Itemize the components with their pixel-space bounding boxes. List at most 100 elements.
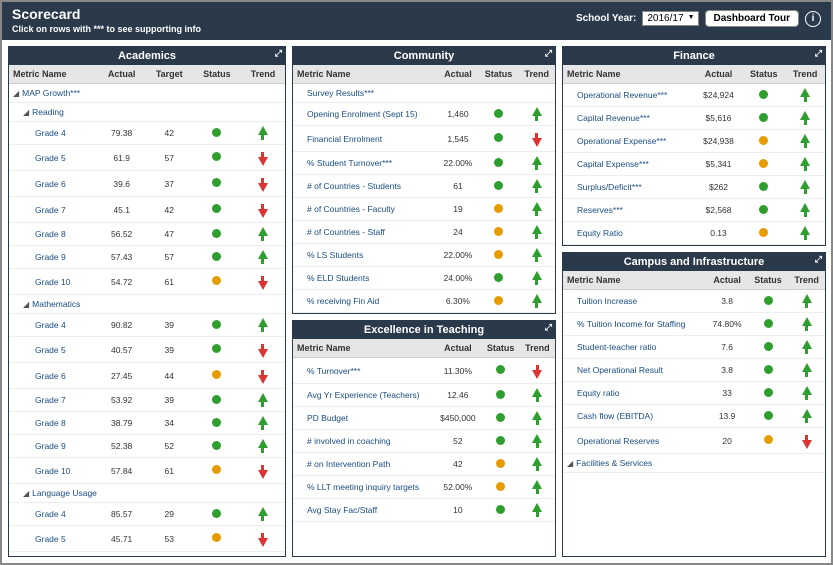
col-metric[interactable]: Metric Name bbox=[9, 65, 98, 84]
table-row[interactable]: % ELD Students24.00% bbox=[293, 267, 555, 290]
col-trend[interactable]: Trend bbox=[518, 65, 555, 84]
table-row[interactable]: Grade 545.7153 bbox=[9, 526, 285, 552]
expand-icon[interactable]: ⤢ bbox=[545, 323, 551, 332]
table-row[interactable]: % Turnover***11.30% bbox=[293, 358, 555, 384]
table-row[interactable]: # on Intervention Path42 bbox=[293, 453, 555, 476]
panel-header-finance[interactable]: Finance ⤢ bbox=[563, 47, 825, 65]
table-row[interactable]: % receiving Fin Aid6.30% bbox=[293, 290, 555, 313]
col-trend[interactable]: Trend bbox=[520, 339, 555, 358]
table-row[interactable]: Grade 490.8239 bbox=[9, 314, 285, 337]
col-target[interactable]: Target bbox=[146, 65, 193, 84]
col-status[interactable]: Status bbox=[481, 339, 519, 358]
group-row[interactable]: ◢Language Usage bbox=[9, 484, 285, 503]
table-row[interactable]: Reserves***$2,568 bbox=[563, 199, 825, 222]
group-row[interactable]: ◢MAP Growth*** bbox=[9, 84, 285, 103]
metric-actual: 27.45 bbox=[98, 363, 146, 389]
panel-header-community[interactable]: Community ⤢ bbox=[293, 47, 555, 65]
expand-icon[interactable]: ⤢ bbox=[275, 49, 281, 58]
col-trend[interactable]: Trend bbox=[788, 271, 825, 290]
table-row[interactable]: Equity Ratio0.13 bbox=[563, 222, 825, 245]
table-row[interactable]: ◢Reading bbox=[9, 103, 285, 122]
table-row[interactable]: Grade 639.637 bbox=[9, 171, 285, 197]
panel-header-teaching[interactable]: Excellence in Teaching ⤢ bbox=[293, 321, 555, 339]
table-row[interactable]: PD Budget$450,000 bbox=[293, 407, 555, 430]
group-row[interactable]: ◢Facilities & Services bbox=[563, 454, 825, 473]
table-row[interactable]: Opening Enrolment (Sept 15)1,460 bbox=[293, 103, 555, 126]
info-icon[interactable]: i bbox=[805, 11, 821, 27]
table-row[interactable]: % Tuition Income for Staffing74.80% bbox=[563, 313, 825, 336]
col-trend[interactable]: Trend bbox=[785, 65, 825, 84]
table-row[interactable]: Survey Results*** bbox=[293, 84, 555, 103]
table-row[interactable]: Grade 540.5739 bbox=[9, 337, 285, 363]
table-row[interactable]: % LS Students22.00% bbox=[293, 244, 555, 267]
col-status[interactable]: Status bbox=[742, 65, 785, 84]
col-metric[interactable]: Metric Name bbox=[563, 65, 695, 84]
table-row[interactable]: % LLT meeting inquiry targets52.00% bbox=[293, 476, 555, 499]
col-status[interactable]: Status bbox=[193, 65, 241, 84]
col-metric[interactable]: Metric Name bbox=[563, 271, 706, 290]
table-row[interactable]: Capital Expense***$5,341 bbox=[563, 153, 825, 176]
metric-actual: $5,341 bbox=[695, 153, 742, 176]
col-metric[interactable]: Metric Name bbox=[293, 65, 437, 84]
table-row[interactable]: Surplus/Deficit***$262 bbox=[563, 176, 825, 199]
metric-actual: 56.52 bbox=[98, 223, 146, 246]
table-row[interactable]: Grade 745.142 bbox=[9, 197, 285, 223]
table-row[interactable]: Grade 856.5247 bbox=[9, 223, 285, 246]
table-row[interactable]: ◢Mathematics bbox=[9, 295, 285, 314]
table-row[interactable]: Equity ratio33 bbox=[563, 382, 825, 405]
table-row[interactable]: # of Countries - Students61 bbox=[293, 175, 555, 198]
topbar-right: School Year: 2016/17 Dashboard Tour i bbox=[576, 10, 821, 27]
expand-icon[interactable]: ⤢ bbox=[545, 49, 551, 58]
table-row[interactable]: Grade 957.4357 bbox=[9, 246, 285, 269]
table-row[interactable]: Grade 952.3852 bbox=[9, 435, 285, 458]
trend-arrow bbox=[532, 271, 542, 285]
table-row[interactable]: Capital Revenue***$5,616 bbox=[563, 107, 825, 130]
col-metric[interactable]: Metric Name bbox=[293, 339, 434, 358]
table-row[interactable]: # of Countries - Staff24 bbox=[293, 221, 555, 244]
table-row[interactable]: Operational Expense***$24,938 bbox=[563, 130, 825, 153]
expand-icon[interactable]: ⤢ bbox=[815, 255, 821, 264]
metric-actual: 90.82 bbox=[98, 314, 146, 337]
table-row[interactable]: Operational Revenue***$24,924 bbox=[563, 84, 825, 107]
table-row[interactable]: % Student Turnover***22.00% bbox=[293, 152, 555, 175]
metric-actual: 20 bbox=[706, 428, 748, 454]
table-row[interactable]: Grade 485.5729 bbox=[9, 503, 285, 526]
school-year-select[interactable]: 2016/17 bbox=[642, 11, 698, 26]
table-row[interactable]: # involved in coaching52 bbox=[293, 430, 555, 453]
table-row[interactable]: # of Countries - Faculty19 bbox=[293, 198, 555, 221]
table-row[interactable]: Net Operational Result3.8 bbox=[563, 359, 825, 382]
table-row[interactable]: Grade 1054.7261 bbox=[9, 269, 285, 295]
table-row[interactable]: Grade 627.4544 bbox=[9, 363, 285, 389]
table-row[interactable]: Grade 479.3842 bbox=[9, 122, 285, 145]
col-actual[interactable]: Actual bbox=[98, 65, 146, 84]
col-actual[interactable]: Actual bbox=[706, 271, 748, 290]
metric-actual: $5,616 bbox=[695, 107, 742, 130]
metric-trend bbox=[241, 171, 285, 197]
dashboard-tour-button[interactable]: Dashboard Tour bbox=[705, 10, 799, 27]
table-row[interactable]: Operational Reserves20 bbox=[563, 428, 825, 454]
table-row[interactable]: ◢Language Usage bbox=[9, 484, 285, 503]
table-row[interactable]: Grade 561.957 bbox=[9, 145, 285, 171]
col-status[interactable]: Status bbox=[479, 65, 519, 84]
expand-icon[interactable]: ⤢ bbox=[815, 49, 821, 58]
table-row[interactable]: Student-teacher ratio7.6 bbox=[563, 336, 825, 359]
panel-header-campus[interactable]: Campus and Infrastructure ⤢ bbox=[563, 253, 825, 271]
group-row[interactable]: ◢Mathematics bbox=[9, 295, 285, 314]
table-row[interactable]: Cash flow (EBITDA)13.9 bbox=[563, 405, 825, 428]
col-trend[interactable]: Trend bbox=[241, 65, 285, 84]
table-row[interactable]: ◢MAP Growth*** bbox=[9, 84, 285, 103]
group-row[interactable]: ◢Reading bbox=[9, 103, 285, 122]
table-row[interactable]: Grade 838.7934 bbox=[9, 412, 285, 435]
col-status[interactable]: Status bbox=[748, 271, 788, 290]
col-actual[interactable]: Actual bbox=[434, 339, 481, 358]
table-row[interactable]: Financial Enrolment1,545 bbox=[293, 126, 555, 152]
table-row[interactable]: ◢Facilities & Services bbox=[563, 454, 825, 473]
col-actual[interactable]: Actual bbox=[437, 65, 478, 84]
table-row[interactable]: Avg Yr Experience (Teachers)12.46 bbox=[293, 384, 555, 407]
table-row[interactable]: Avg Stay Fac/Staff10 bbox=[293, 499, 555, 522]
col-actual[interactable]: Actual bbox=[695, 65, 742, 84]
table-row[interactable]: Grade 1057.8461 bbox=[9, 458, 285, 484]
panel-header-academics[interactable]: Academics ⤢ bbox=[9, 47, 285, 65]
table-row[interactable]: Grade 753.9239 bbox=[9, 389, 285, 412]
table-row[interactable]: Tuition Increase3.8 bbox=[563, 290, 825, 313]
